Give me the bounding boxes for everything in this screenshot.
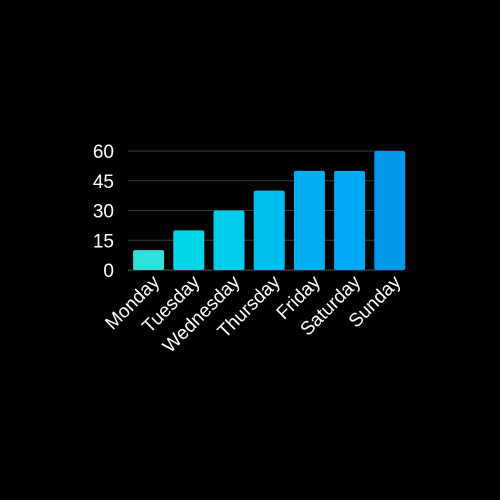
- x-axis-labels: MondayTuesdayWednesdayThursdayFridaySatu…: [101, 271, 405, 357]
- bar-sunday: [374, 151, 406, 270]
- y-axis-ticks: 0 15 30 45 60: [93, 142, 114, 282]
- y-tick-label: 45: [93, 172, 114, 193]
- bar-monday: [133, 250, 165, 270]
- bar-friday: [293, 170, 325, 270]
- bar-thursday: [253, 190, 285, 270]
- y-tick-label: 30: [93, 202, 114, 223]
- bar-saturday: [334, 170, 366, 270]
- bar-wednesday: [213, 210, 245, 270]
- bar-tuesday: [173, 230, 205, 270]
- bars: [133, 151, 406, 270]
- y-tick-label: 60: [93, 142, 114, 163]
- y-tick-label: 15: [93, 231, 114, 252]
- y-tick-label: 0: [103, 261, 114, 282]
